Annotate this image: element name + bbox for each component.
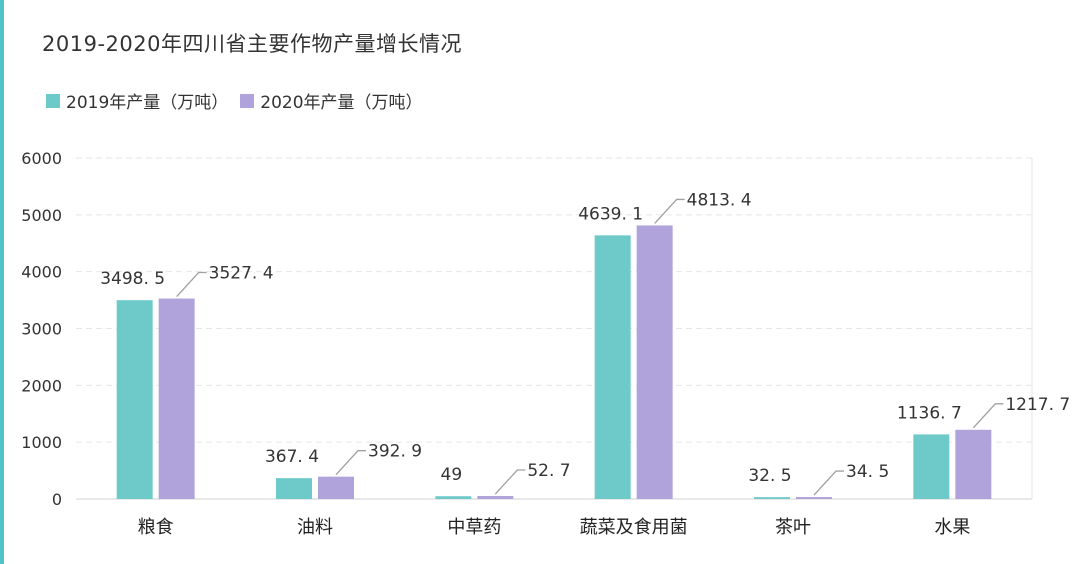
x-category-label: 水果: [934, 517, 970, 538]
y-tick-label: 6000: [21, 149, 62, 168]
x-category-label: 中草药: [447, 517, 501, 538]
y-tick-label: 3000: [21, 320, 62, 339]
leader-line-2020: [972, 403, 1004, 429]
data-label-2020: 3527. 4: [209, 264, 274, 284]
data-label-2020: 34. 5: [846, 462, 889, 482]
x-category-label: 粮食: [138, 517, 174, 538]
x-category-label: 茶叶: [775, 517, 811, 538]
leader-line-2020: [654, 198, 685, 224]
legend-item-2019[interactable]: 2019年产量（万吨）: [46, 88, 228, 113]
y-tick-label: 2000: [21, 376, 62, 395]
data-label-2020: 392. 9: [368, 442, 422, 462]
data-label-2019: 49: [441, 465, 463, 485]
leader-line-2020: [176, 271, 207, 297]
chart-title: 2019-2020年四川省主要作物产量增长情况: [42, 32, 462, 56]
bar-2019: [116, 300, 153, 499]
legend: 2019年产量（万吨） 2020年产量（万吨）: [46, 88, 423, 113]
bar-2019: [594, 235, 631, 499]
bar-2019: [913, 434, 950, 499]
bar-2020: [796, 497, 832, 499]
leader-line-2020: [335, 450, 366, 476]
y-tick-label: 1000: [21, 433, 62, 452]
bar-2020: [318, 476, 354, 499]
bar-2019: [435, 496, 472, 499]
data-label-2019: 4639. 1: [578, 204, 643, 224]
data-label-2020: 1217. 7: [1005, 395, 1070, 415]
bar-2019: [754, 497, 790, 499]
data-label-2020: 4813. 4: [687, 190, 752, 210]
bar-2019: [276, 478, 312, 499]
bar-2020: [158, 298, 195, 499]
y-tick-label: 4000: [21, 263, 62, 282]
x-category-label: 油料: [297, 517, 333, 538]
legend-item-2020[interactable]: 2020年产量（万吨）: [240, 88, 423, 113]
legend-swatch-2020: [240, 93, 255, 108]
data-label-2020: 52. 7: [527, 461, 570, 481]
bar-2020: [955, 429, 992, 499]
data-label-2019: 367. 4: [265, 447, 319, 467]
y-tick-label: 5000: [21, 206, 62, 225]
leader-line-2020: [813, 470, 844, 496]
data-label-2019: 32. 5: [748, 466, 791, 486]
data-label-2019: 3498. 5: [100, 269, 165, 289]
bar-2020: [636, 225, 673, 500]
legend-swatch-2019: [46, 93, 60, 108]
data-label-2019: 1136. 7: [897, 403, 962, 423]
legend-label-2020: 2020年产量（万吨）: [260, 93, 423, 113]
y-tick-label: 0: [52, 490, 62, 509]
leader-line-2020: [494, 469, 526, 495]
legend-label-2019: 2019年产量（万吨）: [66, 93, 229, 113]
x-category-label: 蔬菜及食用菌: [580, 517, 688, 538]
bar-2020: [477, 496, 514, 499]
